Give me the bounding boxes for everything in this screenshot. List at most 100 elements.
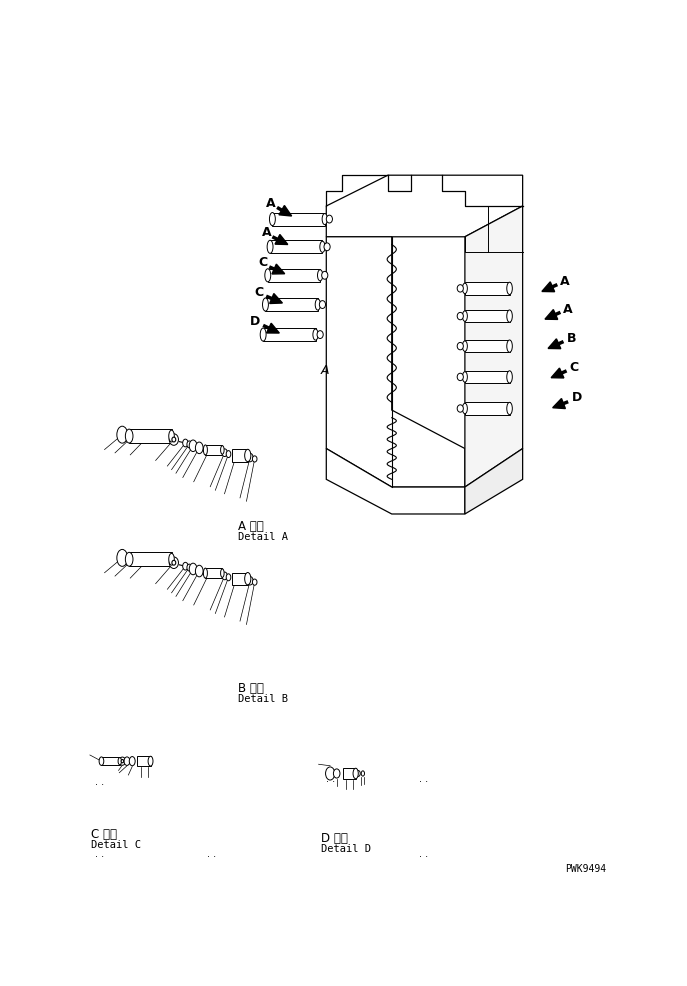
Ellipse shape xyxy=(222,573,227,580)
Polygon shape xyxy=(465,207,523,487)
Text: . .: . . xyxy=(418,773,428,783)
Ellipse shape xyxy=(117,427,128,444)
Text: C: C xyxy=(254,286,263,299)
Ellipse shape xyxy=(264,269,271,283)
Text: A: A xyxy=(321,364,329,377)
Ellipse shape xyxy=(333,769,340,778)
Ellipse shape xyxy=(118,758,122,765)
Ellipse shape xyxy=(99,757,104,766)
Text: A: A xyxy=(262,226,272,239)
Ellipse shape xyxy=(507,311,513,323)
Bar xyxy=(263,328,315,342)
Ellipse shape xyxy=(252,457,257,462)
Ellipse shape xyxy=(172,438,176,443)
Ellipse shape xyxy=(221,569,224,578)
Ellipse shape xyxy=(124,757,130,766)
Polygon shape xyxy=(326,176,523,238)
Ellipse shape xyxy=(267,241,273,254)
Text: C: C xyxy=(570,361,578,374)
Ellipse shape xyxy=(129,757,135,766)
Ellipse shape xyxy=(361,771,365,776)
Bar xyxy=(205,569,223,579)
Bar xyxy=(265,299,318,312)
Ellipse shape xyxy=(187,565,192,572)
Text: . .: . . xyxy=(95,848,104,858)
Polygon shape xyxy=(267,323,280,333)
Ellipse shape xyxy=(119,757,126,765)
Ellipse shape xyxy=(457,285,463,293)
Ellipse shape xyxy=(319,302,326,310)
Text: D: D xyxy=(250,315,260,328)
Ellipse shape xyxy=(183,440,188,448)
Polygon shape xyxy=(279,206,292,217)
Ellipse shape xyxy=(189,441,197,453)
Text: C 詳細: C 詳細 xyxy=(91,827,117,840)
Polygon shape xyxy=(326,449,465,515)
Ellipse shape xyxy=(326,767,335,780)
Text: A: A xyxy=(266,196,275,209)
Text: C: C xyxy=(258,255,268,268)
Text: . .: . . xyxy=(418,848,428,858)
Ellipse shape xyxy=(183,563,188,571)
Bar xyxy=(270,241,322,254)
Bar xyxy=(268,269,320,283)
Polygon shape xyxy=(270,294,282,305)
Ellipse shape xyxy=(507,340,513,353)
Ellipse shape xyxy=(462,312,467,322)
Ellipse shape xyxy=(125,553,133,567)
Ellipse shape xyxy=(222,450,227,458)
Text: A 詳細: A 詳細 xyxy=(238,520,264,532)
Text: . .: . . xyxy=(95,776,104,787)
Polygon shape xyxy=(548,339,561,349)
Ellipse shape xyxy=(322,272,328,280)
Ellipse shape xyxy=(252,580,257,586)
Text: Detail D: Detail D xyxy=(321,843,371,853)
Text: PWK9494: PWK9494 xyxy=(565,864,606,874)
Text: B 詳細: B 詳細 xyxy=(238,681,264,694)
Ellipse shape xyxy=(320,242,325,253)
Ellipse shape xyxy=(357,771,360,777)
Ellipse shape xyxy=(245,450,251,462)
Text: D 詳細: D 詳細 xyxy=(321,831,348,844)
Bar xyxy=(137,756,150,766)
Text: B: B xyxy=(566,332,576,345)
Ellipse shape xyxy=(462,404,467,414)
Ellipse shape xyxy=(117,550,128,567)
Ellipse shape xyxy=(245,573,251,586)
Ellipse shape xyxy=(195,443,203,455)
Ellipse shape xyxy=(226,574,231,581)
Ellipse shape xyxy=(262,299,269,312)
Bar xyxy=(232,573,248,586)
Polygon shape xyxy=(275,236,288,246)
Ellipse shape xyxy=(169,554,174,566)
Bar xyxy=(205,446,223,456)
Ellipse shape xyxy=(317,331,323,339)
Ellipse shape xyxy=(322,214,328,226)
Ellipse shape xyxy=(169,434,179,446)
Bar xyxy=(232,450,248,462)
Ellipse shape xyxy=(269,213,275,227)
Ellipse shape xyxy=(169,557,179,569)
Ellipse shape xyxy=(457,374,463,382)
Polygon shape xyxy=(545,311,558,320)
Ellipse shape xyxy=(457,314,463,320)
Ellipse shape xyxy=(125,430,133,444)
Ellipse shape xyxy=(317,270,323,282)
Ellipse shape xyxy=(457,343,463,350)
Ellipse shape xyxy=(353,768,359,779)
Polygon shape xyxy=(465,449,523,515)
Ellipse shape xyxy=(326,216,333,224)
Bar xyxy=(465,283,510,295)
Ellipse shape xyxy=(324,244,330,251)
Bar xyxy=(129,553,172,567)
Ellipse shape xyxy=(462,284,467,294)
Text: . .: . . xyxy=(207,848,216,858)
Ellipse shape xyxy=(187,442,192,449)
Ellipse shape xyxy=(221,447,224,455)
Bar xyxy=(102,757,120,766)
Ellipse shape xyxy=(462,373,467,383)
Ellipse shape xyxy=(507,403,513,415)
Bar xyxy=(465,403,510,415)
Polygon shape xyxy=(552,399,565,409)
Text: A: A xyxy=(563,303,573,316)
